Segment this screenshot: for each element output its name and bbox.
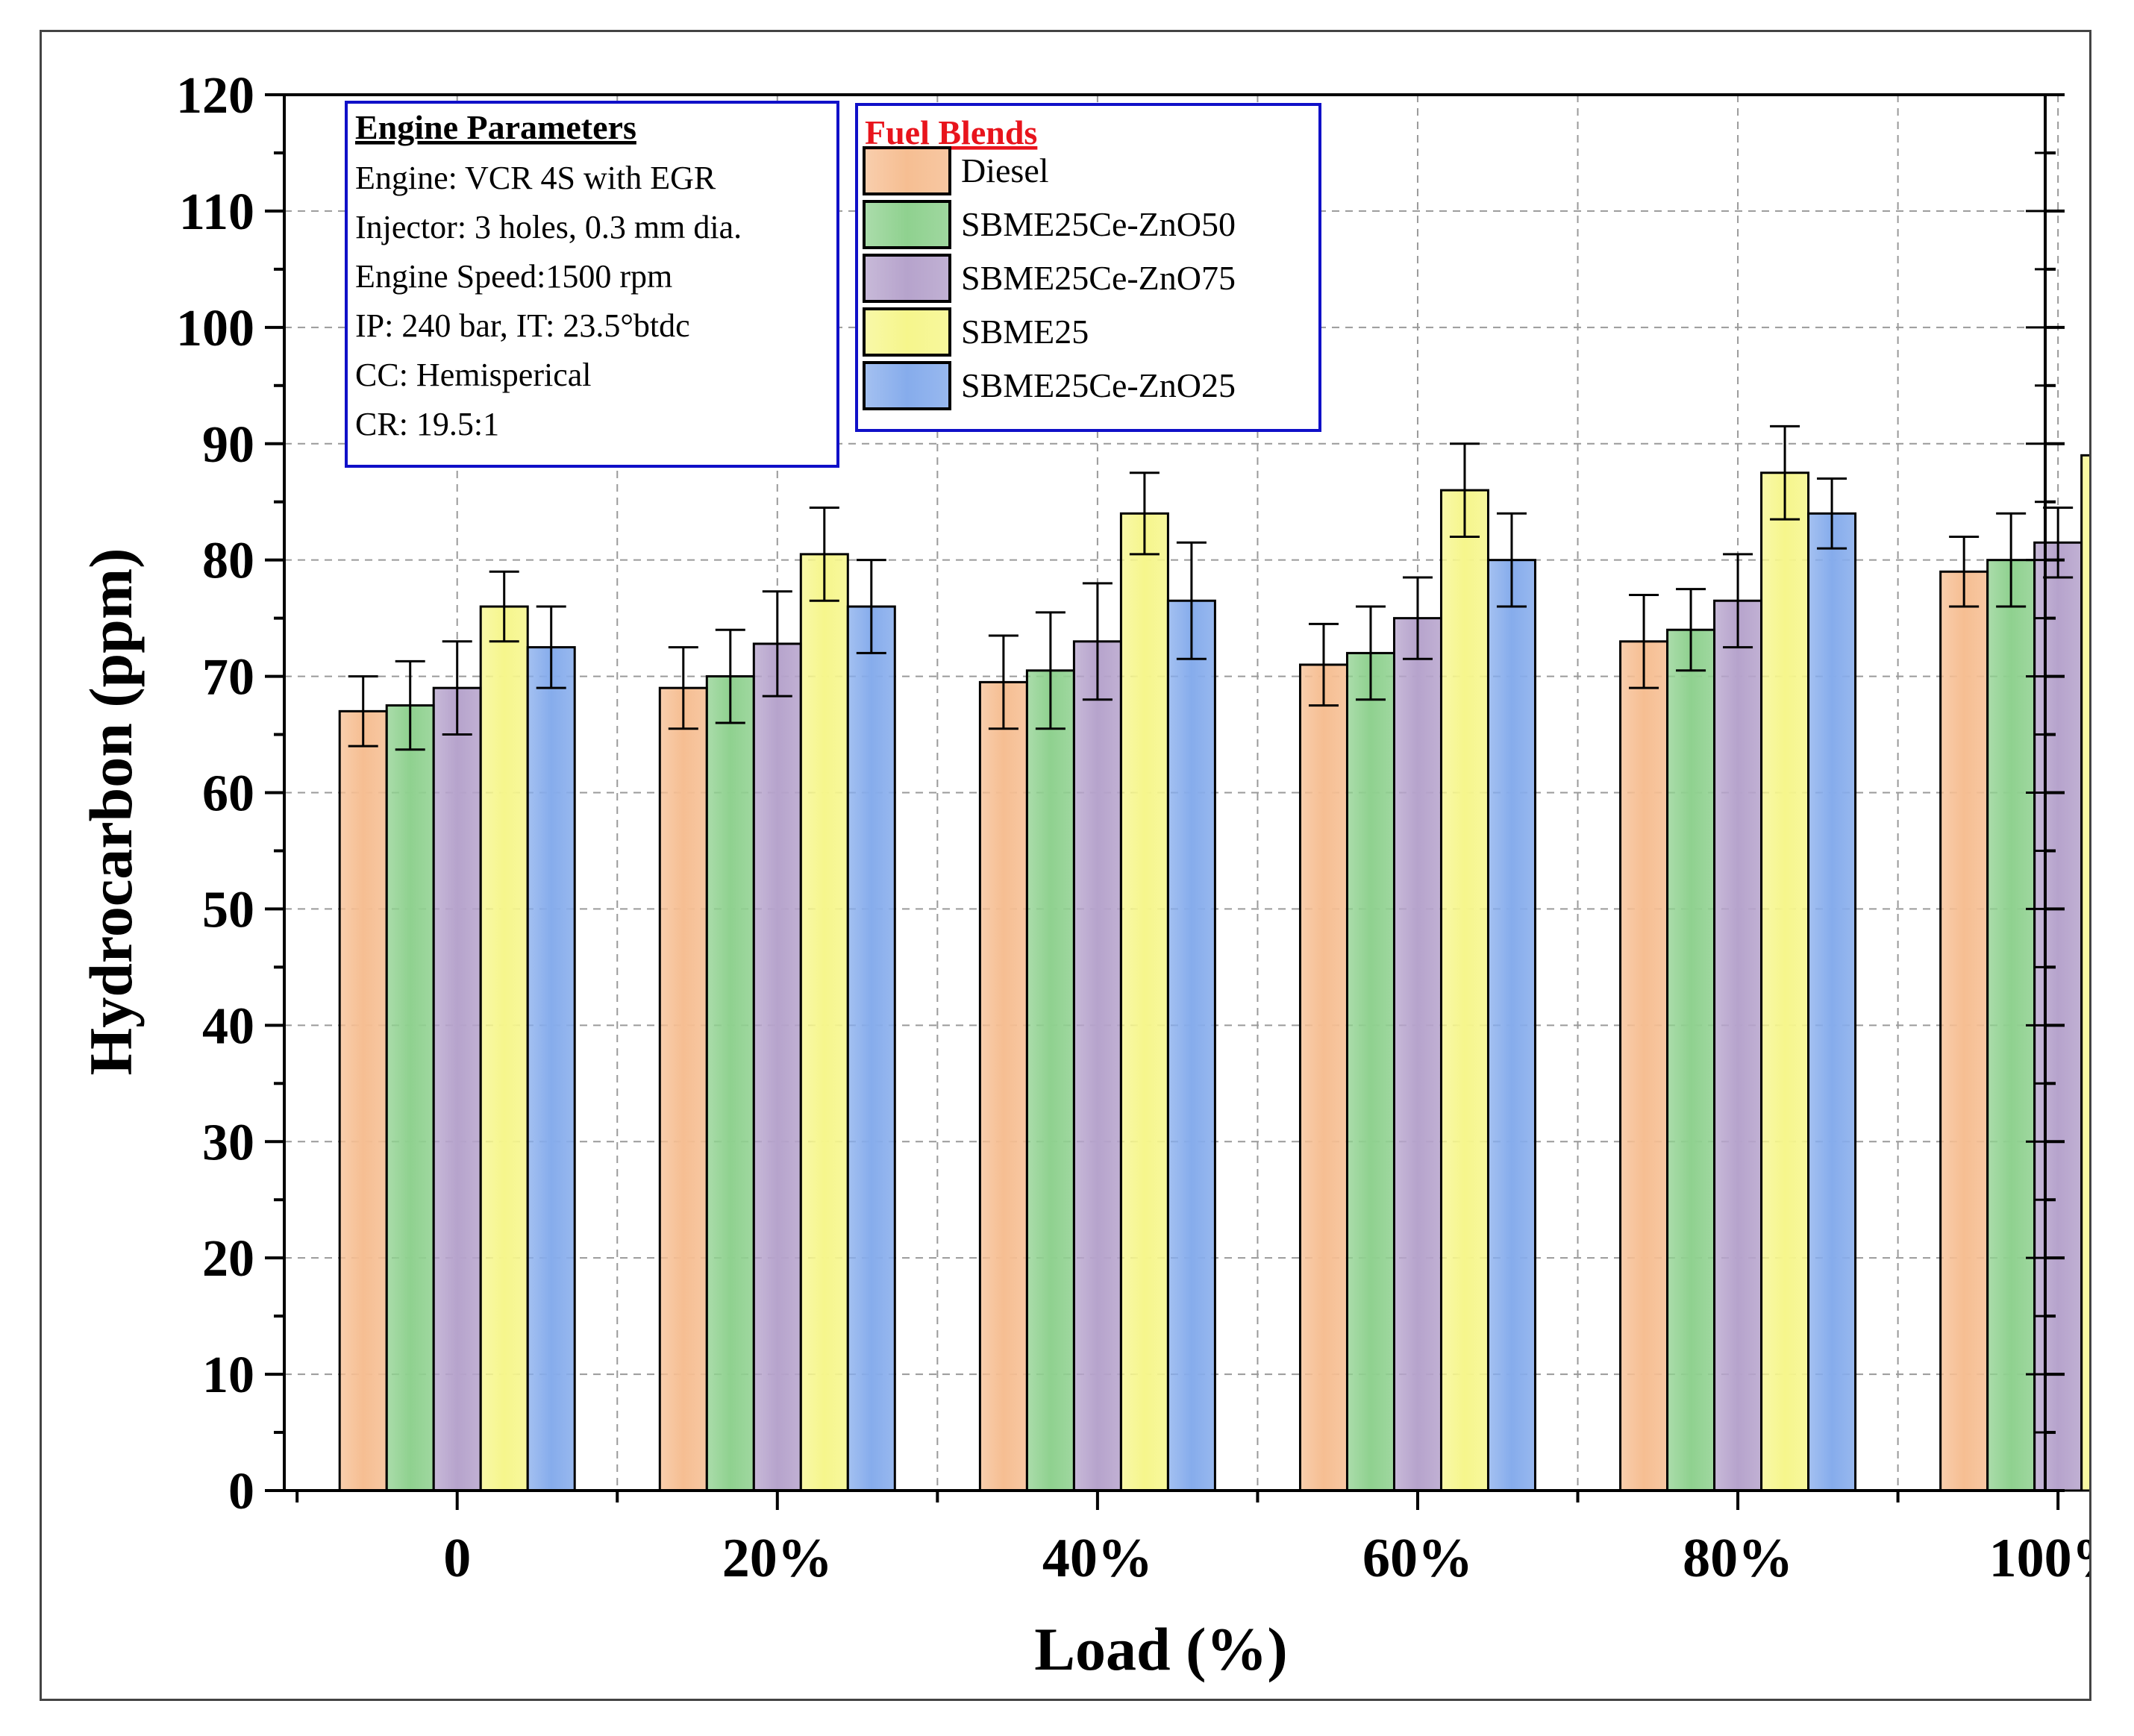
bar-SBME25-100% xyxy=(2080,454,2089,1492)
y-tick-label: 50 xyxy=(202,881,254,938)
bar-SBME25-20% xyxy=(799,553,849,1492)
bar-SBME25Ce-ZnO75-0 xyxy=(432,686,482,1492)
y-tick-label: 0 xyxy=(228,1463,254,1520)
x-tick-label: 40% xyxy=(1042,1528,1153,1589)
legend-label: SBME25Ce-ZnO50 xyxy=(961,205,1236,243)
x-axis-label: Load (%) xyxy=(1034,1615,1287,1683)
y-tick-label: 60 xyxy=(202,765,254,823)
bar-SBME25Ce-ZnO50-40% xyxy=(1025,669,1075,1492)
engine-parameters-box: Engine Parameters Engine: VCR 4S with EG… xyxy=(345,101,839,468)
bar-SBME25Ce-ZnO25-0 xyxy=(526,646,576,1492)
bar-Diesel-20% xyxy=(658,686,708,1492)
bar-SBME25Ce-ZnO75-100% xyxy=(2033,541,2083,1492)
bar-SBME25Ce-ZnO75-40% xyxy=(1072,640,1122,1492)
engine-parameter-line: Engine: VCR 4S with EGR xyxy=(355,160,716,196)
x-tick-label: 60% xyxy=(1362,1528,1473,1589)
bar-Diesel-40% xyxy=(978,680,1028,1492)
x-tick-label: 20% xyxy=(722,1528,833,1589)
y-axis-label: Hydrocarbon (ppm) xyxy=(77,548,145,1076)
bar-SBME25Ce-ZnO50-20% xyxy=(705,675,755,1492)
engine-parameter-line: CR: 19.5:1 xyxy=(355,406,499,442)
engine-parameter-line: Engine Speed:1500 rpm xyxy=(355,258,672,295)
y-tick-label: 80 xyxy=(202,533,254,590)
y-tick-label: 120 xyxy=(176,67,254,125)
bars xyxy=(338,424,2089,1492)
bar-SBME25-40% xyxy=(1119,512,1169,1492)
engine-parameter-line: Injector: 3 holes, 0.3 mm dia. xyxy=(355,209,742,245)
bar-SBME25Ce-ZnO75-60% xyxy=(1392,617,1442,1492)
figure-frame: 0 10 20 30 40 50 60 70 80 90 100 110 120 0 20% 40% 60% 80… xyxy=(40,30,2091,1701)
legend-label: SBME25 xyxy=(961,313,1089,351)
bar-Diesel-0 xyxy=(338,709,388,1492)
legend-swatch xyxy=(863,307,951,357)
bar-SBME25Ce-ZnO75-80% xyxy=(1713,599,1763,1492)
y-tick-label: 20 xyxy=(202,1230,254,1288)
bar-SBME25Ce-ZnO50-0 xyxy=(385,704,435,1492)
bar-SBME25-0 xyxy=(479,605,529,1492)
bar-Diesel-100% xyxy=(1939,570,1989,1492)
y-tick-label: 30 xyxy=(202,1114,254,1171)
legend-swatch xyxy=(863,200,951,249)
bar-Diesel-60% xyxy=(1298,663,1348,1492)
bar-SBME25Ce-ZnO75-20% xyxy=(752,642,802,1492)
hydrocarbon-bar-chart: 0 10 20 30 40 50 60 70 80 90 100 110 120 0 20% 40% 60% 80… xyxy=(77,67,2089,1683)
y-tick-label: 90 xyxy=(202,416,254,474)
bar-SBME25Ce-ZnO50-80% xyxy=(1666,628,1716,1492)
legend-swatch xyxy=(863,361,951,410)
bar-SBME25-80% xyxy=(1760,471,1810,1492)
bar-Diesel-80% xyxy=(1619,640,1669,1492)
legend-label: Diesel xyxy=(961,151,1049,189)
x-tick-label: 100% xyxy=(1989,1528,2089,1589)
legend-swatch xyxy=(863,254,951,303)
bar-SBME25Ce-ZnO25-60% xyxy=(1486,559,1536,1492)
bar-SBME25Ce-ZnO25-40% xyxy=(1166,599,1216,1492)
y-tick-label: 110 xyxy=(179,184,254,241)
engine-parameter-line: IP: 240 bar, IT: 23.5°btdc xyxy=(355,307,690,344)
bar-SBME25Ce-ZnO25-20% xyxy=(846,605,896,1492)
y-tick-label: 100 xyxy=(176,300,254,357)
y-tick-label: 10 xyxy=(202,1347,254,1404)
bar-SBME25-60% xyxy=(1439,489,1489,1492)
x-tick-label: 80% xyxy=(1683,1528,1793,1589)
engine-parameter-line: CC: Hemisperical xyxy=(355,357,592,393)
bar-SBME25Ce-ZnO50-60% xyxy=(1345,651,1395,1492)
x-tick-label: 0 xyxy=(443,1528,471,1589)
y-tick-label: 70 xyxy=(202,649,254,706)
bar-SBME25Ce-ZnO25-80% xyxy=(1807,512,1857,1492)
y-tick-label: 40 xyxy=(202,997,254,1055)
legend-title: Fuel Blends xyxy=(865,113,1037,151)
axes: 0 10 20 30 40 50 60 70 80 90 100 110 120 0 20% 40% 60% 80… xyxy=(176,67,2089,1589)
legend: Fuel Blends Diesel SBME25Ce-ZnO50 SBME25Ce… xyxy=(855,103,1321,432)
engine-parameters-title: Engine Parameters xyxy=(355,108,636,146)
legend-label: SBME25Ce-ZnO75 xyxy=(961,259,1236,297)
legend-swatch xyxy=(863,146,951,195)
legend-label: SBME25Ce-ZnO25 xyxy=(961,366,1236,404)
